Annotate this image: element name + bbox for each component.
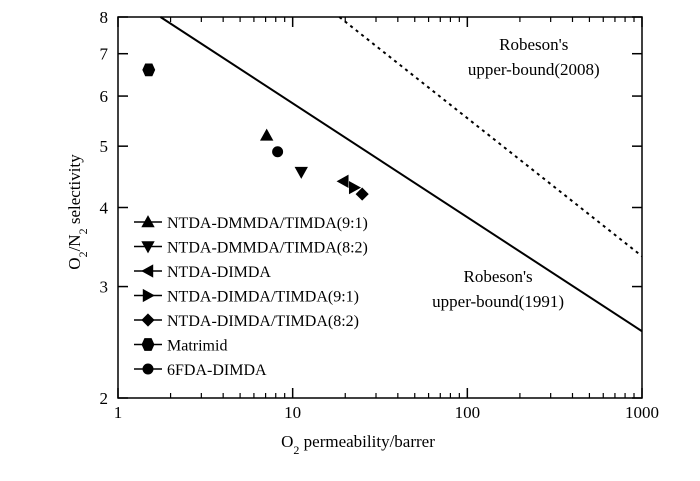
legend-marker-hexagon	[141, 338, 155, 351]
y-tick-label: 7	[100, 45, 109, 64]
data-point-diamond	[355, 187, 369, 201]
data-point-hexagon	[142, 63, 156, 77]
y-axis-title: O2/N2 selectivity	[65, 154, 90, 270]
upper-bound-2008-line	[338, 16, 643, 258]
data-points	[142, 63, 369, 201]
data-point-triangle-down	[294, 166, 308, 179]
legend-marker-diamond	[141, 313, 155, 327]
legend-label: NTDA-DIMDA/TIMDA(9:1)	[167, 289, 359, 306]
data-point-triangle-left	[336, 174, 349, 188]
legend-marker-triangle-up	[141, 215, 155, 228]
annotation-text: Robeson's	[463, 267, 532, 286]
y-tick-label: 8	[100, 8, 109, 27]
annotation-text: Robeson's	[499, 35, 568, 54]
legend-label: NTDA-DMMDA/TIMDA(9:1)	[167, 215, 368, 232]
x-tick-label: 1000	[625, 403, 659, 422]
annotation-text: upper-bound(1991)	[432, 292, 564, 311]
legend-marker-triangle-left	[141, 264, 154, 278]
legend-label: Matrimid	[167, 338, 227, 355]
legend-marker-circle	[142, 363, 154, 375]
upper-bound-lines	[159, 16, 643, 333]
data-point-triangle-up	[260, 128, 274, 141]
annotations: Robeson's upper-bound(2008) Robeson's upper…	[432, 35, 600, 311]
axis-ticks: 1 10 100 1000 2 3 4 5 6 7 8	[100, 8, 660, 422]
x-axis-title: O2 permeability/barrer	[281, 432, 435, 457]
data-point-circle	[272, 146, 284, 158]
legend-marker-triangle-right	[142, 288, 155, 303]
annotation-text: upper-bound(2008)	[468, 60, 600, 79]
legend-marker-triangle-down	[141, 241, 155, 254]
x-tick-label: 100	[455, 403, 481, 422]
data-point-triangle-right	[348, 180, 362, 195]
upper-bound-1991-line	[159, 16, 643, 333]
y-tick-label: 5	[100, 137, 109, 156]
x-tick-label: 1	[114, 403, 123, 422]
y-tick-label: 3	[100, 278, 109, 297]
y-tick-label: 2	[100, 389, 109, 408]
y-tick-label: 6	[100, 87, 109, 106]
legend-label: NTDA-DIMDA	[167, 264, 271, 281]
legend-label: NTDA-DMMDA/TIMDA(8:2)	[167, 240, 368, 257]
legend-label: 6FDA-DIMDA	[167, 362, 267, 379]
legend-label: NTDA-DIMDA/TIMDA(8:2)	[167, 313, 359, 330]
y-tick-label: 4	[100, 199, 109, 218]
legend: NTDA-DMMDA/TIMDA(9:1) NTDA-DMMDA/TIMDA(8:…	[134, 215, 368, 379]
x-tick-label: 10	[284, 403, 301, 422]
